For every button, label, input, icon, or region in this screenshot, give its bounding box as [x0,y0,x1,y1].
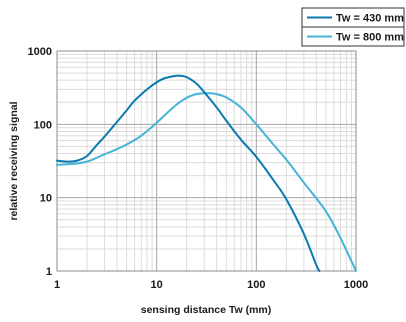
legend-label-tw-430: Tw = 430 mm [336,13,404,25]
x-axis-title: sensing distance Tw (mm) [141,304,272,316]
grid-minor [57,51,356,271]
y-tick-label: 1000 [28,46,52,58]
x-tick-label: 1000 [344,279,368,291]
x-tick-label: 1 [54,279,60,291]
tick-labels: 1 10 100 1000 1 10 100 1000 [28,46,369,291]
y-tick-label: 1 [46,266,52,278]
y-tick-label: 10 [40,193,52,205]
series-layer [56,74,357,272]
y-axis-title: relative receiving signal [8,101,20,220]
x-tick-label: 10 [151,279,163,291]
x-tick-label: 100 [247,279,265,291]
legend: Tw = 430 mm Tw = 800 mm [301,7,405,47]
series-line-tw-800 [56,92,357,272]
series-line-tw-430 [56,74,321,272]
y-tick-label: 100 [34,119,52,131]
legend-label-tw-800: Tw = 800 mm [336,32,404,44]
